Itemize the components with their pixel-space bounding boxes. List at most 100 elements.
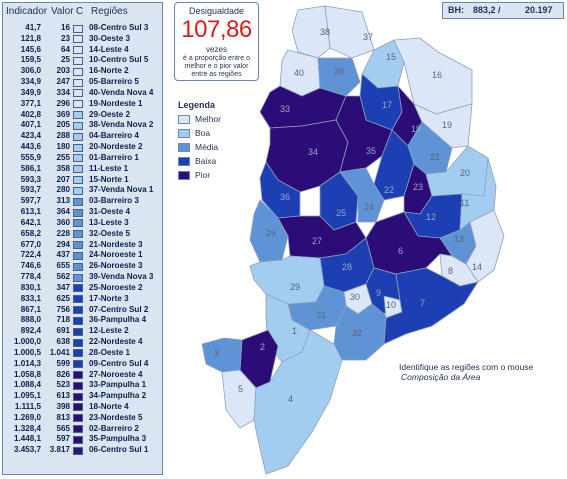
row-indicador: 1.058,8 <box>13 369 41 379</box>
table-row[interactable]: 597,7 313 03-Barreiro 3 <box>3 196 162 207</box>
row-indicador: 867,1 <box>20 304 41 314</box>
row-valor: 565 <box>56 423 70 433</box>
table-row[interactable]: 1.014,3 599 09-Centro Sul 4 <box>3 359 162 370</box>
table-row[interactable]: 1.000,0 638 22-Nordeste 4 <box>3 337 162 348</box>
table-row[interactable]: 613,1 364 31-Oeste 4 <box>3 207 162 218</box>
region-37[interactable] <box>324 5 375 59</box>
row-regiao: 13-Leste 3 <box>89 217 129 227</box>
table-row[interactable]: 593,7 280 37-Venda Nova 1 <box>3 185 162 196</box>
table-row[interactable]: 593,3 207 15-Norte 1 <box>3 175 162 186</box>
table-row[interactable]: 1.058,8 826 27-Noroeste 4 <box>3 370 162 381</box>
region-label-23: 23 <box>413 182 423 192</box>
region-label-8: 8 <box>448 266 453 276</box>
table-row[interactable]: 892,4 691 12-Leste 2 <box>3 326 162 337</box>
row-color-swatch <box>73 360 83 369</box>
row-valor: 398 <box>56 401 70 411</box>
row-valor: 364 <box>56 207 70 217</box>
table-row[interactable]: 41,7 16 08-Centro Sul 3 <box>3 23 162 34</box>
region-label-6: 6 <box>398 246 403 256</box>
row-indicador: 642,1 <box>20 217 41 227</box>
table-row[interactable]: 145,6 64 14-Leste 4 <box>3 45 162 56</box>
table-row[interactable]: 778,4 562 39-Venda Nova 3 <box>3 272 162 283</box>
table-row[interactable]: 402,8 369 29-Oeste 2 <box>3 110 162 121</box>
table-row[interactable]: 443,6 180 20-Nordeste 2 <box>3 142 162 153</box>
table-row[interactable]: 830,1 347 25-Noroeste 2 <box>3 283 162 294</box>
row-indicador: 41,7 <box>25 23 41 32</box>
row-regiao: 33-Pampulha 1 <box>89 380 147 390</box>
row-indicador: 377,1 <box>20 98 41 108</box>
row-valor: 625 <box>56 293 70 303</box>
row-indicador: 892,4 <box>20 326 41 336</box>
table-row[interactable]: 423,4 288 04-Barreiro 4 <box>3 131 162 142</box>
row-color-swatch <box>73 56 83 65</box>
table-row[interactable]: 3.453,7 3.817 06-Centro Sul 1 <box>3 445 162 456</box>
composition-link[interactable]: Composição da Área <box>401 372 481 382</box>
table-row[interactable]: 1.328,4 565 02-Barreiro 2 <box>3 424 162 435</box>
row-indicador: 1.000,5 <box>13 347 41 357</box>
row-color-swatch <box>73 425 83 434</box>
table-row[interactable]: 306,0 203 16-Norte 2 <box>3 66 162 77</box>
legend: Legenda Melhor Boa Média Baixa Pior <box>178 100 248 183</box>
table-row[interactable]: 1.000,5 1.041 28-Oeste 1 <box>3 348 162 359</box>
row-valor: 294 <box>56 239 70 249</box>
map-hint: Identifique as regiões com o mouse Compo… <box>399 362 565 382</box>
row-regiao: 04-Barreiro 4 <box>89 131 139 141</box>
table-row[interactable]: 722,4 437 24-Noroeste 1 <box>3 250 162 261</box>
region-29[interactable] <box>249 255 325 305</box>
table-row[interactable]: 867,1 756 07-Centro Sul 2 <box>3 305 162 316</box>
table-row[interactable]: 746,6 655 26-Noroeste 3 <box>3 261 162 272</box>
table-row[interactable]: 642,1 360 13-Leste 3 <box>3 218 162 229</box>
row-regiao: 15-Norte 1 <box>89 174 129 184</box>
region-label-15: 15 <box>386 52 396 62</box>
row-valor: 826 <box>56 369 70 379</box>
table-row[interactable]: 159,5 25 10-Centro Sul 5 <box>3 55 162 66</box>
row-valor: 255 <box>56 152 70 162</box>
table-row[interactable]: 1.111,5 398 18-Norte 4 <box>3 402 162 413</box>
table-row[interactable]: 658,2 228 32-Oeste 5 <box>3 229 162 240</box>
row-indicador: 159,5 <box>20 55 41 65</box>
row-valor: 296 <box>56 98 70 108</box>
region-label-39: 39 <box>334 66 344 76</box>
legend-item-boa: Boa <box>178 127 248 141</box>
table-row[interactable]: 833,1 625 17-Norte 3 <box>3 294 162 305</box>
row-color-swatch <box>73 197 83 206</box>
region-3[interactable] <box>201 337 243 373</box>
row-color-swatch <box>73 89 83 98</box>
region-label-2: 2 <box>260 342 265 352</box>
legend-swatch <box>178 143 190 152</box>
table-row[interactable]: 407,1 205 38-Venda Nova 2 <box>3 120 162 131</box>
row-color-swatch <box>73 295 83 304</box>
table-row[interactable]: 334,9 247 05-Barreiro 5 <box>3 77 162 88</box>
row-valor: 203 <box>56 66 70 76</box>
row-regiao: 39-Venda Nova 3 <box>89 272 154 282</box>
table-row[interactable]: 1.269,0 813 23-Nordeste 5 <box>3 413 162 424</box>
row-valor: 205 <box>56 120 70 130</box>
row-color-swatch <box>73 306 83 315</box>
table-row[interactable]: 677,0 294 21-Nordeste 3 <box>3 240 162 251</box>
table-row[interactable]: 349,9 334 40-Venda Nova 4 <box>3 88 162 99</box>
region-7[interactable] <box>383 267 479 345</box>
table-row[interactable]: 888,0 718 36-Pampulha 4 <box>3 315 162 326</box>
table-row[interactable]: 377,1 296 19-Nordeste 1 <box>3 99 162 110</box>
table-row[interactable]: 586,1 358 11-Leste 1 <box>3 164 162 175</box>
row-color-swatch <box>73 316 83 325</box>
region-14[interactable] <box>465 209 505 283</box>
row-indicador: 593,3 <box>20 174 41 184</box>
table-row[interactable]: 555,9 255 01-Barreiro 1 <box>3 153 162 164</box>
table-row[interactable]: 1.448,1 597 35-Pampulha 3 <box>3 434 162 445</box>
row-valor: 247 <box>56 77 70 87</box>
region-39[interactable] <box>317 57 361 97</box>
table-row[interactable]: 1.088,4 523 33-Pampulha 1 <box>3 380 162 391</box>
row-regiao: 20-Nordeste 2 <box>89 142 143 152</box>
row-valor: 613 <box>56 391 70 401</box>
region-label-36: 36 <box>280 192 290 202</box>
table-row[interactable]: 121,8 23 30-Oeste 3 <box>3 34 162 45</box>
row-color-swatch <box>73 100 83 109</box>
region-24[interactable] <box>339 167 385 223</box>
legend-label: Melhor <box>195 114 221 124</box>
region-4[interactable] <box>253 329 343 475</box>
row-indicador: 658,2 <box>20 228 41 238</box>
region-label-26: 26 <box>266 228 276 238</box>
row-regiao: 10-Centro Sul 5 <box>89 55 149 65</box>
table-row[interactable]: 1.095,1 613 34-Pampulha 2 <box>3 391 162 402</box>
